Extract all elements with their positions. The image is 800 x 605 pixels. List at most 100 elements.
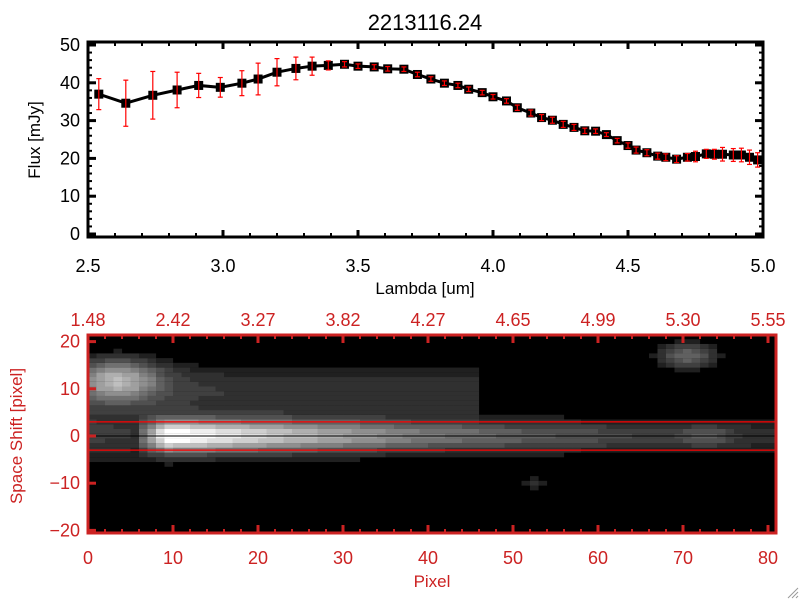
image-cell	[555, 424, 565, 429]
image-cell	[479, 443, 488, 448]
image-cell	[360, 372, 369, 378]
image-cell	[453, 386, 463, 392]
image-cell	[632, 428, 641, 434]
image-cell	[283, 428, 293, 434]
image-cell	[581, 424, 590, 429]
image-cell	[275, 400, 284, 406]
image-cell	[198, 410, 208, 415]
image-cell	[530, 476, 539, 481]
image-cell	[394, 381, 403, 387]
image-cell	[215, 381, 225, 387]
image-cell	[445, 405, 454, 411]
image-cell	[343, 428, 352, 434]
image-cell	[615, 438, 624, 444]
wavelength-tick-label: 5.30	[665, 310, 700, 330]
image-cell	[249, 400, 259, 406]
image-cell	[181, 405, 191, 411]
image-cell	[266, 400, 276, 406]
image-cell	[215, 410, 225, 415]
image-cell	[683, 424, 692, 429]
image-cell	[555, 428, 565, 434]
image-cell	[326, 400, 335, 406]
image-cell	[105, 443, 114, 448]
image-cell	[275, 395, 284, 401]
image-cell	[521, 424, 531, 429]
image-cell	[691, 343, 701, 349]
image-cell	[292, 443, 301, 448]
image-cell	[445, 452, 454, 458]
image-cell	[300, 400, 310, 406]
image-cell	[164, 452, 174, 458]
image-cell	[122, 381, 131, 387]
image-cell	[300, 438, 310, 444]
x-tick-label: 3.5	[345, 256, 370, 276]
image-cell	[173, 386, 182, 392]
image-cell	[224, 372, 233, 378]
image-cell	[105, 438, 114, 444]
image-cell	[198, 395, 208, 401]
image-cell	[394, 438, 403, 444]
image-cell	[258, 372, 267, 378]
image-cell	[453, 452, 463, 458]
error-bar	[401, 66, 407, 73]
wavelength-tick-label: 4.99	[580, 310, 615, 330]
image-cell	[504, 424, 514, 429]
image-cell	[521, 414, 531, 420]
image-cell	[181, 443, 191, 448]
image-cell	[547, 414, 556, 420]
image-cell	[402, 410, 412, 415]
image-cell	[606, 443, 616, 448]
image-cell	[215, 377, 225, 382]
image-cell	[113, 377, 123, 382]
image-cell	[538, 480, 548, 486]
image-cell	[122, 443, 131, 448]
image-cell	[309, 377, 318, 382]
image-cell	[742, 428, 752, 434]
image-cell	[317, 438, 327, 444]
image-cell	[598, 443, 607, 448]
image-cell	[453, 381, 463, 387]
image-cell	[190, 405, 199, 411]
image-cell	[207, 372, 216, 378]
image-cell	[589, 438, 599, 444]
image-cell	[139, 428, 148, 434]
image-cell	[547, 424, 556, 429]
image-cell	[742, 443, 752, 448]
image-cell	[419, 424, 429, 429]
resize-grip-icon[interactable]	[787, 587, 799, 599]
image-cell	[555, 414, 565, 420]
image-cell	[113, 405, 123, 411]
image-cell	[147, 443, 157, 448]
image-cell	[88, 405, 97, 411]
image-cell	[232, 386, 242, 392]
image-cell	[198, 414, 208, 420]
image-cell	[249, 438, 259, 444]
image-cell	[207, 386, 216, 392]
image-cell	[385, 367, 395, 373]
image-cell	[419, 395, 429, 401]
y-tick-label: 20	[60, 148, 80, 168]
image-cell	[683, 438, 692, 444]
image-cell	[232, 410, 242, 415]
image-cell	[343, 438, 352, 444]
image-cell	[428, 377, 437, 382]
image-cell	[130, 424, 140, 429]
image-cell	[462, 410, 471, 415]
image-cell	[173, 372, 182, 378]
image-cell	[300, 410, 310, 415]
image-cell	[368, 428, 378, 434]
error-bar	[274, 58, 280, 87]
pixel-tick-label: 20	[248, 548, 268, 568]
image-cell	[105, 386, 114, 392]
image-cell	[428, 395, 437, 401]
image-cell	[147, 400, 157, 406]
image-cell	[122, 452, 131, 458]
pixel-tick-label: 30	[333, 548, 353, 568]
image-cell	[105, 391, 114, 396]
error-bar	[371, 64, 377, 70]
image-cell	[258, 381, 267, 387]
image-cell	[402, 443, 412, 448]
image-cell	[589, 424, 599, 429]
image-cell	[351, 405, 361, 411]
image-cell	[164, 443, 174, 448]
